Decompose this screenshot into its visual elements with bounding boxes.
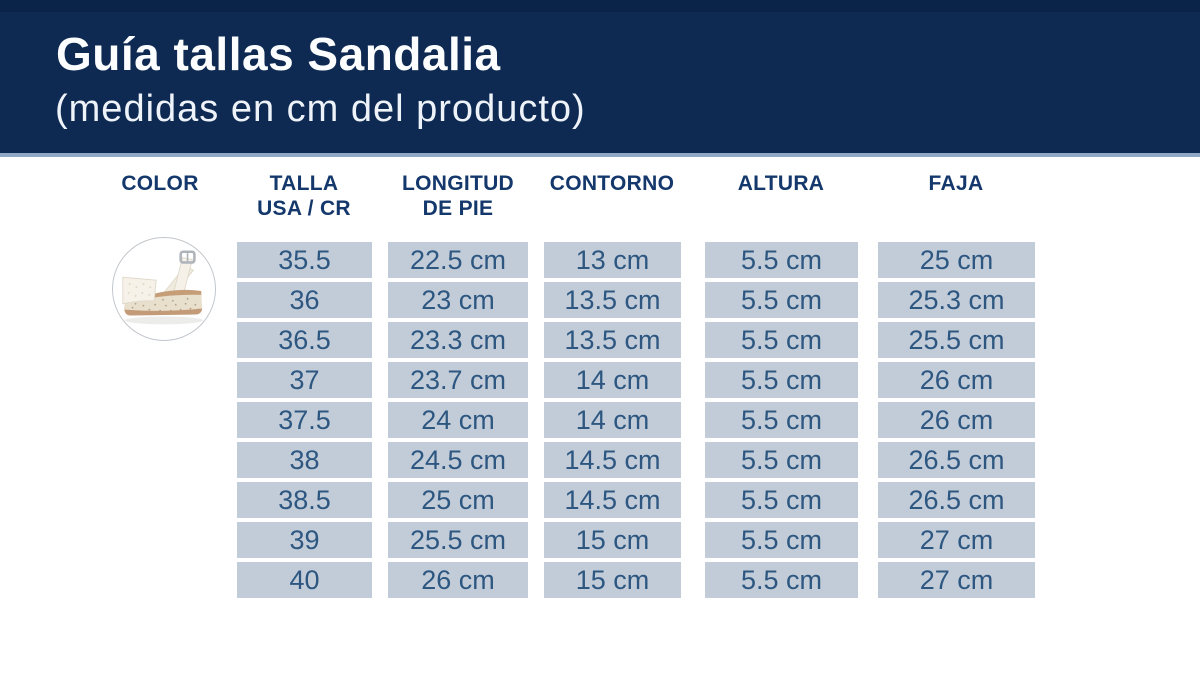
header-banner: Guía tallas Sandalia (medidas en cm del … [0,0,1200,153]
table-cell: 24.5 cm [388,442,528,478]
table-cell: 25 cm [878,242,1035,278]
table-cell: 26.5 cm [878,442,1035,478]
column-header-talla: TALLA USA / CR [257,172,351,220]
page-title: Guía tallas Sandalia [56,28,501,80]
table-cell: 5.5 cm [705,282,858,318]
table-row: 38 24.5 cm 14.5 cm 5.5 cm 26.5 cm [0,442,1200,478]
product-image-circle [112,237,216,341]
table-row: 40 26 cm 15 cm 5.5 cm 27 cm [0,562,1200,598]
column-header-contorno: CONTORNO [549,172,675,195]
table-row: 39 25.5 cm 15 cm 5.5 cm 27 cm [0,522,1200,558]
table-cell: 26.5 cm [878,482,1035,518]
table-row: 36 23 cm 13.5 cm 5.5 cm 25.3 cm [0,282,1200,318]
table-cell: 23 cm [388,282,528,318]
table-cell: 5.5 cm [705,442,858,478]
table-cell: 35.5 [237,242,372,278]
table-cell: 14 cm [544,362,681,398]
table-cell: 27 cm [878,522,1035,558]
table-cell: 25.5 cm [878,322,1035,358]
banner-top-strip [0,0,1200,12]
table-cell: 40 [237,562,372,598]
table-cell: 14 cm [544,402,681,438]
table-cell: 14.5 cm [544,442,681,478]
table-row: 35.5 22.5 cm 13 cm 5.5 cm 25 cm [0,242,1200,278]
page-subtitle: (medidas en cm del producto) [55,88,586,130]
table-row: 36.5 23.3 cm 13.5 cm 5.5 cm 25.5 cm [0,322,1200,358]
table-cell: 24 cm [388,402,528,438]
sandal-image [122,250,204,325]
table-cell: 22.5 cm [388,242,528,278]
table-cell: 27 cm [878,562,1035,598]
table-cell: 36.5 [237,322,372,358]
column-header-faja: FAJA [928,172,984,195]
table-cell: 38.5 [237,482,372,518]
table-cell: 38 [237,442,372,478]
table-cell: 37 [237,362,372,398]
table-cell: 37.5 [237,402,372,438]
table-cell: 15 cm [544,562,681,598]
table-cell: 5.5 cm [705,402,858,438]
table-cell: 23.7 cm [388,362,528,398]
table-cell: 26 cm [388,562,528,598]
column-header-altura: ALTURA [737,172,825,195]
table-cell: 14.5 cm [544,482,681,518]
table-cell: 5.5 cm [705,242,858,278]
table-cell: 26 cm [878,362,1035,398]
table-cell: 15 cm [544,522,681,558]
table-cell: 5.5 cm [705,362,858,398]
table-cell: 13.5 cm [544,282,681,318]
table-cell: 13.5 cm [544,322,681,358]
table-cell: 25.3 cm [878,282,1035,318]
table-row: 37 23.7 cm 14 cm 5.5 cm 26 cm [0,362,1200,398]
table-cell: 5.5 cm [705,522,858,558]
table-cell: 26 cm [878,402,1035,438]
table-cell: 13 cm [544,242,681,278]
table-row: 38.5 25 cm 14.5 cm 5.5 cm 26.5 cm [0,482,1200,518]
table-cell: 36 [237,282,372,318]
table-cell: 5.5 cm [705,322,858,358]
table-cell: 23.3 cm [388,322,528,358]
table-cell: 25.5 cm [388,522,528,558]
banner-divider [0,153,1200,157]
table-cell: 39 [237,522,372,558]
table-cell: 5.5 cm [705,562,858,598]
table-cell: 25 cm [388,482,528,518]
column-header-longitud: LONGITUD DE PIE [401,172,515,220]
size-table-body: 35.5 22.5 cm 13 cm 5.5 cm 25 cm 36 23 cm… [0,242,1200,602]
table-cell: 5.5 cm [705,482,858,518]
table-row: 37.5 24 cm 14 cm 5.5 cm 26 cm [0,402,1200,438]
column-header-color: COLOR [121,172,199,195]
